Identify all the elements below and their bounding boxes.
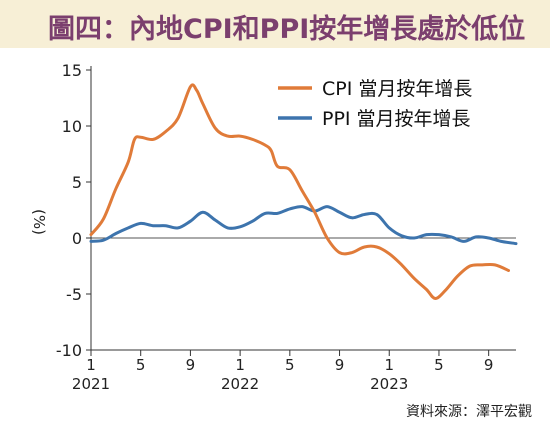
source-note: 資料來源：澤平宏觀 <box>406 404 532 420</box>
x-tick-label: 5 <box>434 356 444 374</box>
x-year-label: 2021 <box>72 375 110 393</box>
y-tick-label: 15 <box>62 61 82 80</box>
legend: CPI 當月按年增長 PPI 當月按年增長 <box>278 78 472 130</box>
y-tick-label: 0 <box>72 229 82 248</box>
x-tick-label: 1 <box>86 356 96 374</box>
legend-label-cpi: CPI 當月按年增長 <box>322 78 472 100</box>
chart-title: 圖四：內地CPI和PPI按年增長處於低位 <box>48 14 526 45</box>
y-tick-label: -5 <box>66 285 82 304</box>
x-tick-label: 5 <box>285 356 295 374</box>
y-tick-label: 10 <box>62 117 82 136</box>
x-tick-label: 1 <box>384 356 394 374</box>
y-tick-label: 5 <box>72 173 82 192</box>
x-tick-label: 9 <box>186 356 196 374</box>
legend-label-ppi: PPI 當月按年增長 <box>322 108 471 130</box>
x-year-label: 2023 <box>370 375 408 393</box>
series-lines <box>89 83 518 300</box>
ppi-line <box>89 205 518 246</box>
x-year-label: 2022 <box>221 375 259 393</box>
title-bar: 圖四：內地CPI和PPI按年增長處於低位 <box>0 0 550 48</box>
x-tick-label: 9 <box>335 356 345 374</box>
y-axis-label: (%) <box>30 209 48 235</box>
x-tick-label: 9 <box>484 356 494 374</box>
cpi-line <box>89 83 510 300</box>
y-tick-label: -10 <box>56 341 82 360</box>
x-tick-label: 5 <box>136 356 146 374</box>
x-tick-label: 1 <box>235 356 245 374</box>
